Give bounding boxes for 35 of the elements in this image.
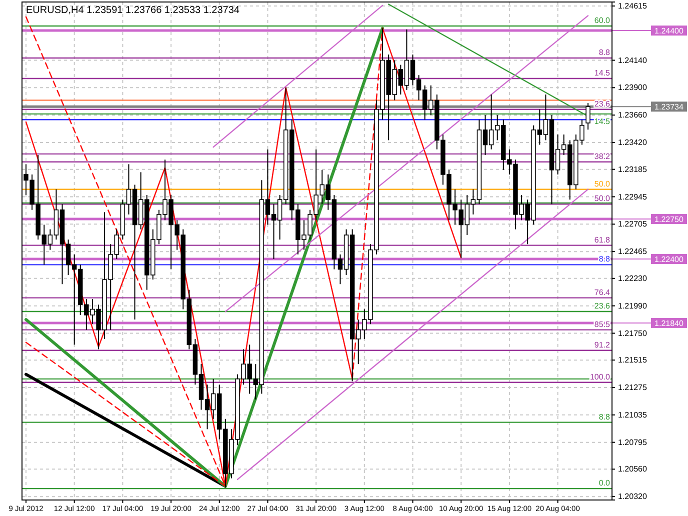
y-tick-label: 1.24615 <box>618 2 648 11</box>
annotation: 91.2 <box>594 340 611 350</box>
annotation: 14.5 <box>594 68 611 78</box>
ref-line-label: 1.24400 <box>654 26 684 36</box>
y-tick-label: 1.21515 <box>618 356 648 365</box>
y-tick-label: 1.20320 <box>618 492 648 502</box>
y-tick-label: 1.23420 <box>618 138 648 148</box>
y-tick-label: 1.20795 <box>618 438 648 447</box>
annotation: 23.6 <box>594 302 611 311</box>
annotation: 61.8 <box>594 235 611 244</box>
y-tick-label: 1.23900 <box>618 83 648 92</box>
y-tick-label: 1.22945 <box>618 192 648 202</box>
annotation: 50.0 <box>594 179 611 188</box>
y-tick-label: 1.20560 <box>618 464 648 474</box>
y-tick-label: 1.22705 <box>618 220 648 229</box>
y-tick-label: 1.23660 <box>618 110 648 120</box>
y-tick-label: 1.21750 <box>618 328 648 338</box>
annotation: 8.8 <box>598 412 611 422</box>
annotation: 8.8 <box>598 48 611 57</box>
y-tick-label: 1.23185 <box>618 164 648 174</box>
ref-line-label: 1.22400 <box>654 254 684 264</box>
y-tick-label: 1.22465 <box>618 247 648 256</box>
chart-title: EURUSD,H4 1.23591 1.23766 1.23533 1.23734 <box>26 5 240 16</box>
y-tick-label: 1.21990 <box>618 301 648 310</box>
y-tick-label: 1.22230 <box>618 274 648 283</box>
annotation: 76.4 <box>594 288 611 297</box>
y-tick-label: 1.24140 <box>618 56 648 65</box>
ref-line-label: 1.21840 <box>654 318 684 328</box>
ref-line-label: 1.22750 <box>654 215 684 224</box>
y-tick-label: 1.21275 <box>618 383 648 392</box>
ref-line-label: 1.23734 <box>654 102 684 112</box>
y-tick-label: 1.21035 <box>618 410 648 420</box>
annotation: 60.0 <box>594 16 611 25</box>
annotation: 50.0 <box>594 194 611 204</box>
annotation: 0.0 <box>598 478 611 488</box>
